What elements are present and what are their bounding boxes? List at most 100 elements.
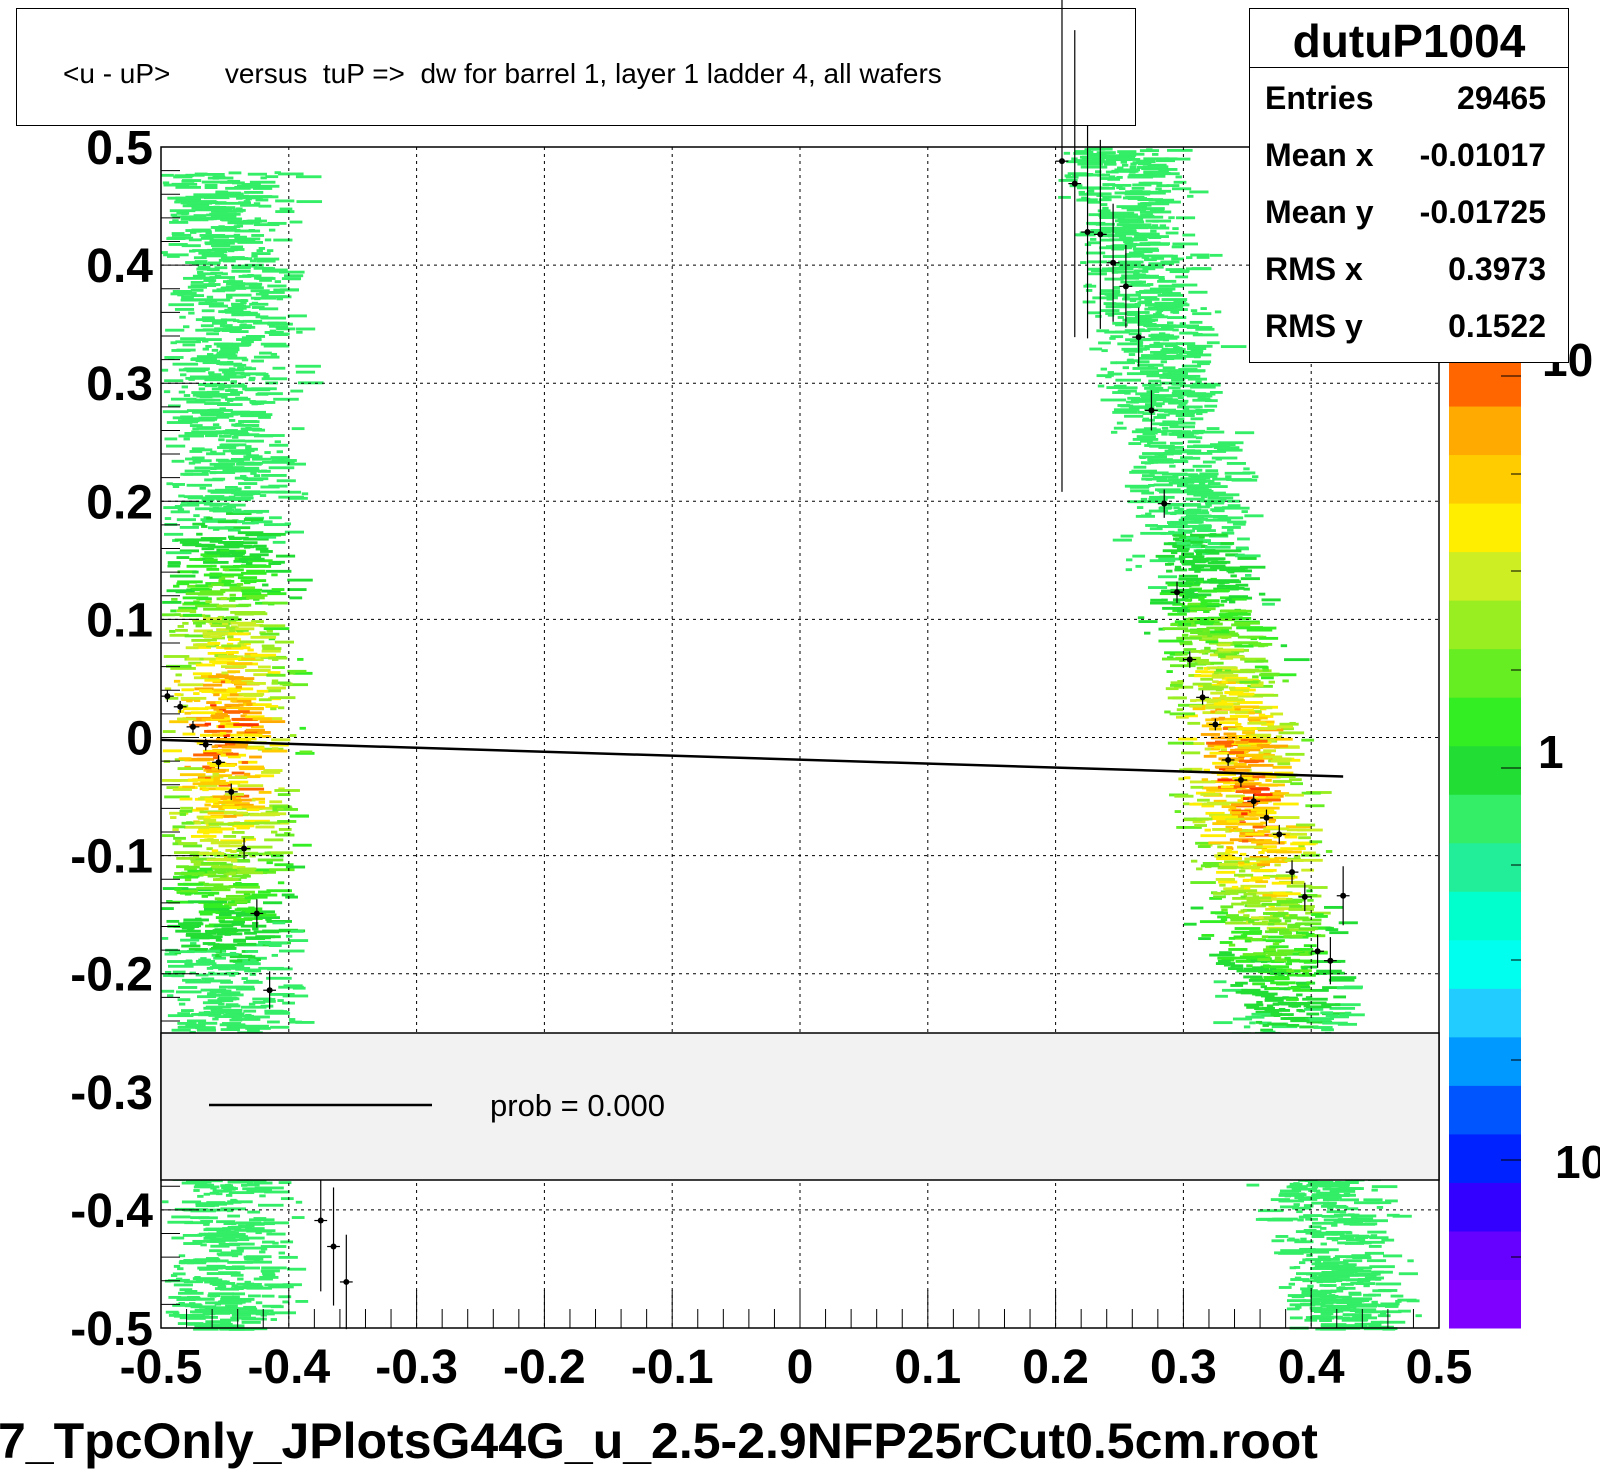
heatmap-cell [274, 789, 300, 792]
heatmap-cell [1197, 845, 1211, 848]
heatmap-cell [193, 699, 201, 702]
heatmap-cell [1276, 900, 1303, 903]
heatmap-cell [1213, 799, 1227, 803]
heatmap-cell [164, 952, 178, 956]
heatmap-cell [228, 598, 236, 602]
heatmap-cell [177, 998, 191, 1002]
heatmap-cell [225, 439, 245, 443]
heatmap-cell [237, 958, 250, 962]
heatmap-cell [235, 1221, 262, 1225]
heatmap-cell [218, 697, 238, 701]
heatmap-cell [1117, 389, 1137, 393]
heatmap-cell [1155, 554, 1175, 558]
heatmap-cell [1253, 642, 1273, 646]
heatmap-cell [1187, 344, 1213, 348]
heatmap-cell [1220, 785, 1234, 789]
heatmap-cell [1257, 830, 1271, 833]
heatmap-cell [1167, 583, 1194, 587]
heatmap-cell [1351, 1254, 1371, 1258]
heatmap-cell [1345, 1207, 1359, 1211]
heatmap-cell [1190, 417, 1204, 421]
heatmap-cell [181, 1181, 208, 1185]
heatmap-cell [194, 466, 214, 470]
heatmap-cell [1143, 170, 1169, 174]
heatmap-cell [1102, 255, 1122, 258]
heatmap-cell [162, 613, 175, 617]
heatmap-cell [1228, 948, 1248, 951]
heatmap-cell [278, 1295, 292, 1299]
heatmap-cell [1203, 610, 1210, 613]
heatmap-cell [1270, 981, 1296, 985]
heatmap-cell [1192, 682, 1212, 686]
heatmap-cell [216, 1192, 223, 1196]
heatmap-cell [264, 851, 271, 855]
heatmap-cell [212, 772, 219, 776]
heatmap-cell [1109, 238, 1123, 242]
heatmap-cell [172, 219, 179, 223]
heatmap-cell [1331, 1232, 1345, 1236]
heatmap-cell [1311, 1221, 1338, 1225]
heatmap-cell [1225, 825, 1239, 829]
heatmap-cell [1267, 935, 1294, 939]
heatmap-cell [278, 985, 304, 989]
heatmap-cell [1207, 578, 1214, 582]
heatmap-cell [199, 597, 212, 601]
heatmap-cell [224, 526, 251, 530]
heatmap-cell [1255, 880, 1269, 884]
heatmap-cell [190, 711, 217, 715]
heatmap-cell [1144, 161, 1152, 165]
heatmap-cell [177, 1267, 184, 1271]
heatmap-cell [268, 656, 288, 660]
heatmap-cell [1157, 279, 1177, 283]
heatmap-cell [258, 790, 272, 794]
heatmap-cell [1278, 1251, 1304, 1255]
heatmap-cell [211, 387, 225, 391]
heatmap-cell [215, 944, 235, 948]
heatmap-cell [185, 457, 198, 461]
heatmap-cell [1262, 1024, 1269, 1027]
heatmap-cell [212, 661, 232, 665]
heatmap-cell [222, 568, 230, 571]
heatmap-cell [196, 757, 210, 761]
heatmap-cell [263, 344, 290, 348]
heatmap-cell [185, 1024, 205, 1027]
heatmap-cell [1137, 410, 1145, 414]
heatmap-cell [221, 644, 241, 648]
heatmap-cell [1241, 510, 1248, 514]
heatmap-cell [242, 1283, 262, 1286]
heatmap-cell [241, 593, 268, 597]
heatmap-cell [1109, 336, 1116, 340]
heatmap-cell [197, 1194, 204, 1198]
heatmap-cell [198, 1232, 206, 1236]
heatmap-cell [229, 780, 249, 784]
heatmap-cell [236, 582, 244, 586]
heatmap-cell [198, 387, 206, 391]
heatmap-cell [1214, 854, 1221, 858]
heatmap-cell [1314, 1301, 1321, 1305]
heatmap-cell [1294, 1240, 1314, 1244]
heatmap-cell [1296, 1210, 1303, 1214]
heatmap-cell [175, 839, 182, 843]
heatmap-cell [1237, 537, 1250, 541]
heatmap-cell [231, 874, 251, 878]
heatmap-cell [203, 196, 230, 200]
heatmap-cell [1138, 181, 1158, 185]
heatmap-cell [202, 361, 229, 365]
heatmap-cell [1126, 372, 1153, 376]
heatmap-cell [1190, 859, 1198, 863]
heatmap-cell [1221, 526, 1241, 529]
heatmap-cell [1108, 175, 1116, 179]
heatmap-cell [248, 1294, 261, 1298]
heatmap-cell [1286, 1299, 1307, 1303]
heatmap-cell [1167, 386, 1181, 390]
heatmap-cell [191, 420, 199, 424]
heatmap-cell [272, 805, 292, 809]
heatmap-cell [277, 793, 291, 797]
heatmap-cell [1109, 372, 1123, 376]
heatmap-cell [219, 911, 246, 915]
heatmap-cell [1149, 495, 1175, 499]
heatmap-cell [1302, 997, 1328, 1001]
heatmap-cell [1152, 254, 1178, 258]
heatmap-cell [1298, 893, 1318, 897]
heatmap-cell [1185, 595, 1199, 599]
